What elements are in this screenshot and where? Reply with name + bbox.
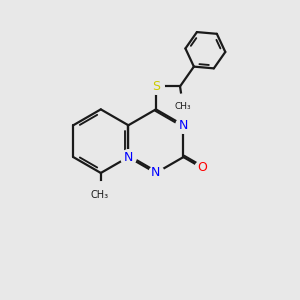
Text: N: N [124, 151, 133, 164]
Text: CH₃: CH₃ [90, 190, 108, 200]
Text: N: N [151, 167, 160, 179]
Text: O: O [197, 161, 207, 174]
Text: N: N [179, 119, 188, 132]
Text: S: S [152, 80, 160, 93]
Text: CH₃: CH₃ [175, 102, 191, 111]
